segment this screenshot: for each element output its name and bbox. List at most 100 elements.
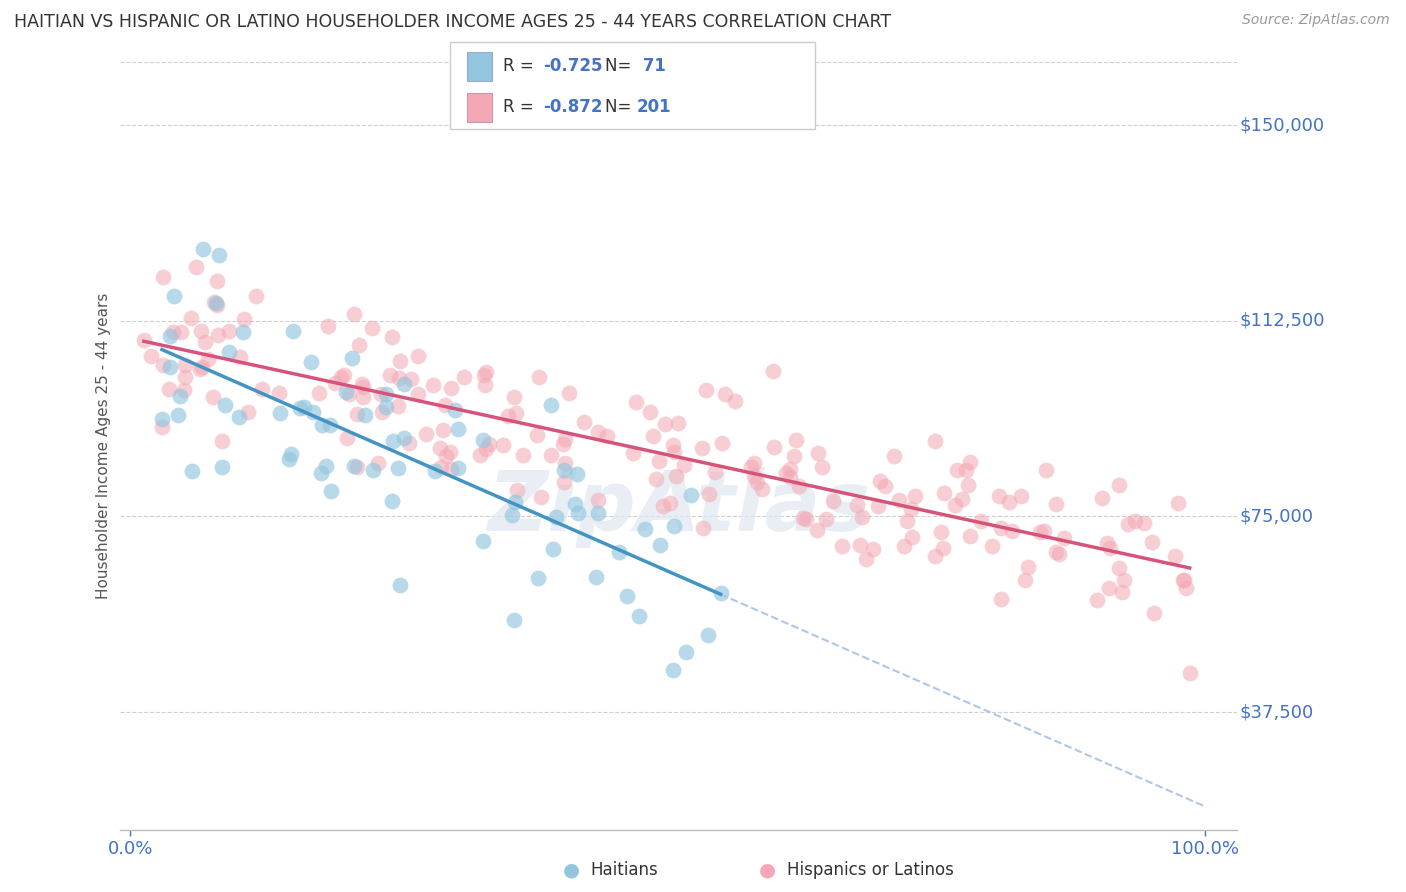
Point [851,509,873,524]
Point [228,409,250,424]
Point [744,456,766,470]
Point [336,431,359,445]
Point [269,406,291,420]
Point [869,474,891,488]
Point [990,521,1012,535]
Point [389,353,412,368]
Point [474,365,496,379]
Point [232,311,254,326]
Point [644,472,666,486]
Point [652,499,675,513]
Point [430,459,453,474]
Point [392,376,415,391]
Point [292,401,315,415]
Text: ●: ● [562,860,579,880]
Point [169,325,191,339]
Point [250,382,273,396]
Point [139,349,162,363]
Point [302,405,325,419]
Point [299,354,322,368]
Point [343,459,366,474]
Point [981,540,1004,554]
Point [406,350,429,364]
Point [934,486,956,500]
Point [315,459,337,474]
Point [434,449,457,463]
Point [205,296,228,310]
Point [586,492,609,507]
Point [554,432,576,446]
Point [381,330,404,344]
Point [747,475,769,489]
Point [970,514,993,528]
Point [157,382,180,396]
Text: R =: R = [503,98,540,117]
Point [159,329,181,343]
Point [1164,549,1187,563]
Point [496,409,519,424]
Point [1098,541,1121,555]
Point [503,390,526,404]
Point [392,431,415,445]
Point [150,420,173,434]
Point [946,463,969,477]
Point [553,437,575,451]
Point [785,433,807,447]
Point [280,447,302,461]
Point [205,274,228,288]
Point [866,499,889,513]
Text: Haitians: Haitians [591,861,658,879]
Point [831,539,853,553]
Point [236,405,259,419]
Point [792,511,814,525]
Point [162,326,184,340]
Point [474,442,496,456]
Text: N=: N= [605,57,636,76]
Point [530,490,553,504]
Point [378,368,401,382]
Point [814,512,837,526]
Point [439,445,461,459]
Point [997,494,1019,508]
Point [415,427,437,442]
Point [565,467,588,482]
Point [950,492,973,507]
Point [311,417,333,432]
Point [197,351,219,366]
Point [422,378,444,392]
Text: 201: 201 [637,98,672,117]
Point [342,351,364,365]
Point [624,395,647,409]
Point [762,440,785,454]
Point [658,496,681,510]
Point [697,487,720,501]
Point [343,307,366,321]
Point [1174,581,1197,595]
Point [546,509,568,524]
Point [1045,497,1067,511]
Point [650,538,672,552]
Text: R =: R = [503,57,540,76]
Point [1111,584,1133,599]
Point [672,458,695,472]
Point [1045,545,1067,559]
Point [319,417,342,432]
Point [281,324,304,338]
Point [1017,560,1039,574]
Point [638,405,661,419]
Point [180,310,202,325]
Point [956,477,979,491]
Point [399,372,422,386]
Point [692,521,714,535]
Point [1140,534,1163,549]
Point [648,454,671,468]
Point [1108,478,1130,492]
Point [506,483,529,497]
Point [267,385,290,400]
Point [503,495,526,509]
Point [150,412,173,426]
Point [679,488,702,502]
Point [567,506,589,520]
Point [988,489,1011,503]
Point [794,512,817,526]
